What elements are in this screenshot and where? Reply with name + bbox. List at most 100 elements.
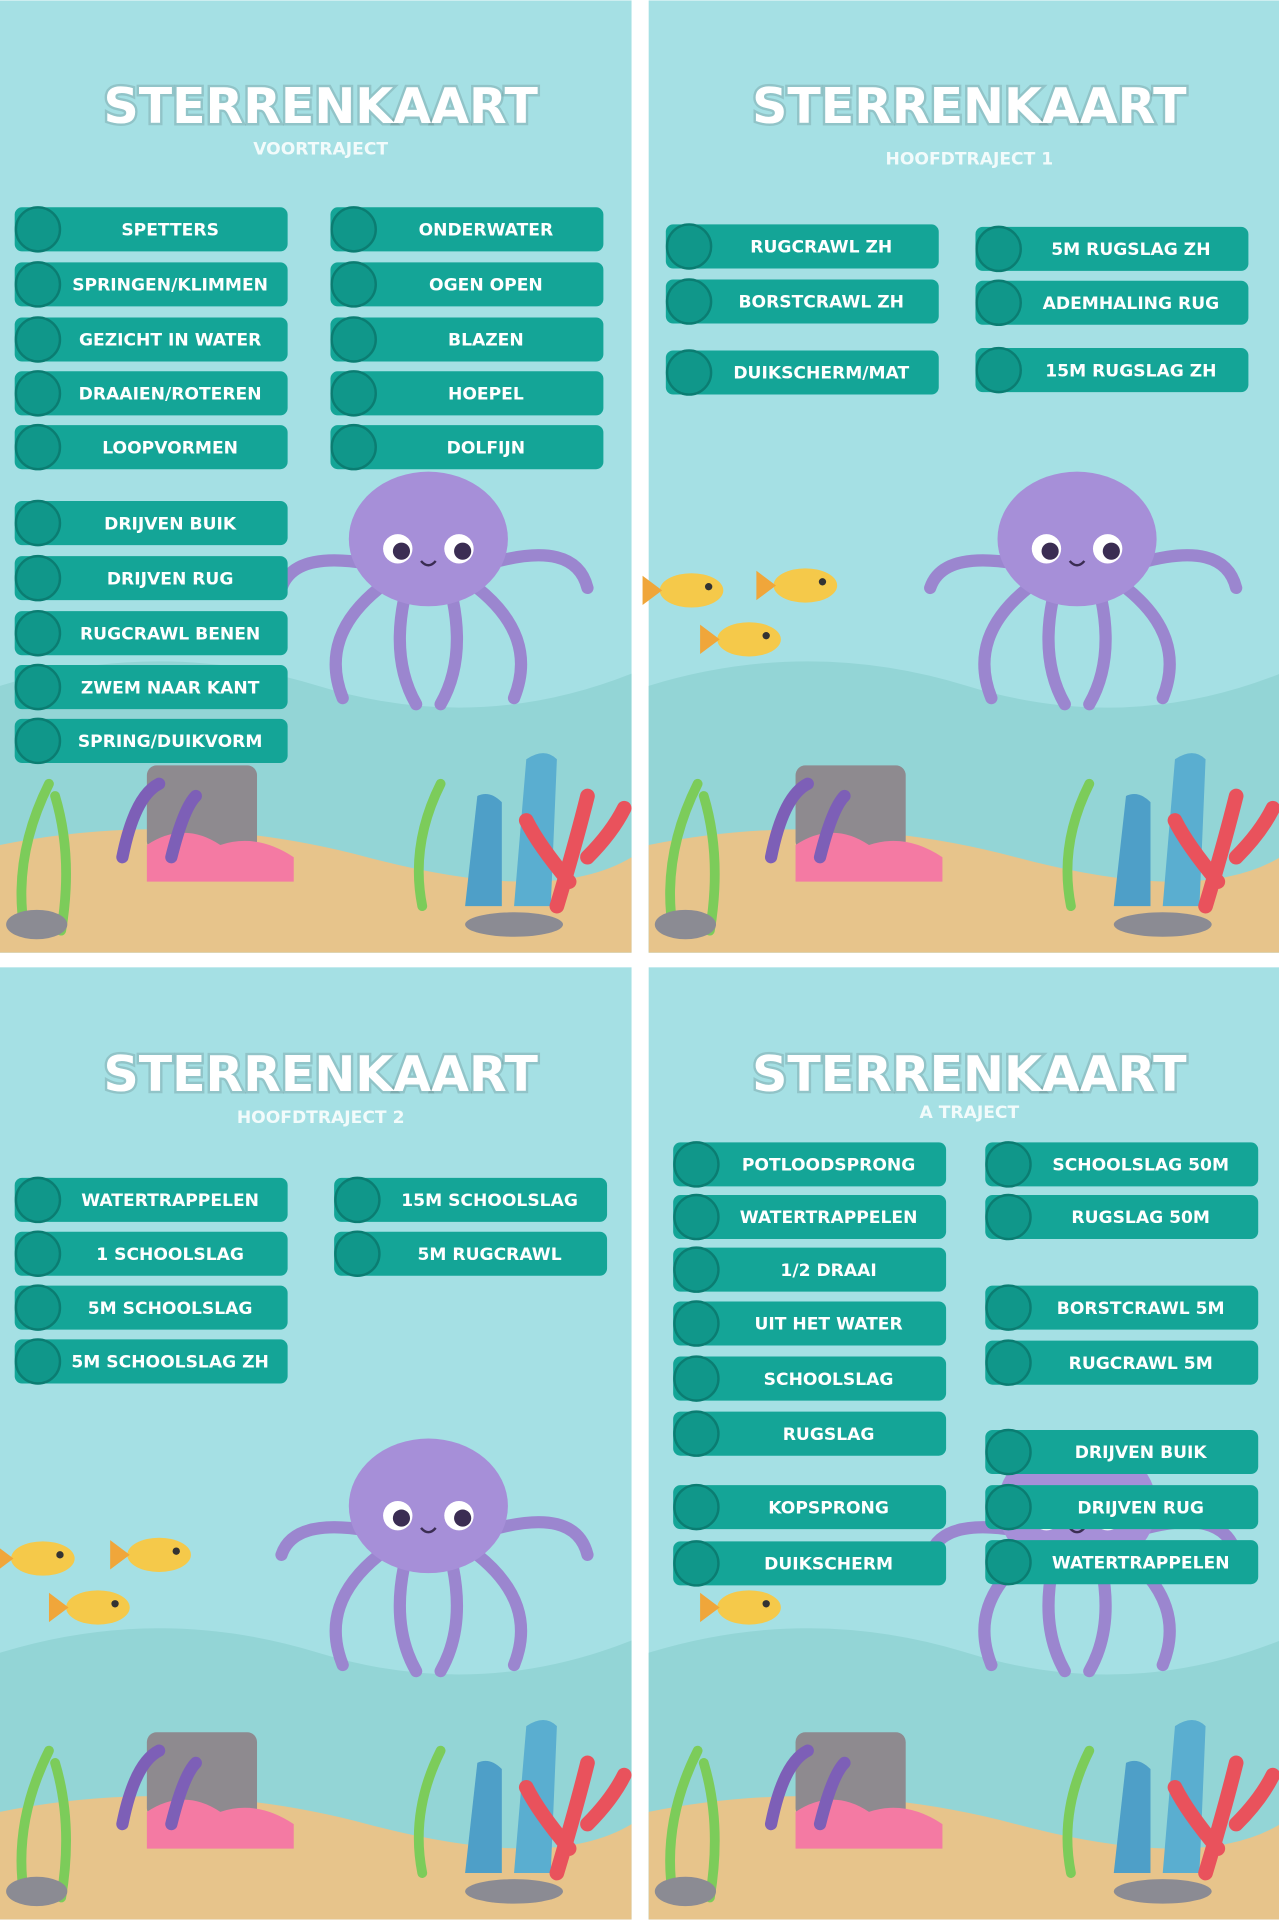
skill-item: DRAAIEN/ROTEREN — [14, 370, 288, 417]
skill-item: DRIJVEN RUG — [985, 1483, 1259, 1531]
skill-checkbox — [14, 1338, 62, 1385]
skill-item: DRIJVEN BUIK — [14, 499, 288, 547]
skill-item: ADEMHALING RUG — [975, 279, 1249, 327]
skill-label: DRIJVEN BUIK — [104, 514, 237, 534]
skill-checkbox — [985, 1428, 1032, 1476]
skill-label: WATERTRAPPELEN — [740, 1208, 918, 1228]
skill-label: UIT HET WATER — [754, 1315, 902, 1335]
skill-pill — [673, 1301, 947, 1346]
skill-item: RUGCRAWL BENEN — [14, 609, 288, 657]
skill-item: GEZICHT IN WATER — [14, 316, 288, 363]
skill-checkbox — [673, 1483, 720, 1531]
card-subtitle: HOOFDTRAJECT 2 — [237, 1108, 405, 1128]
skill-label: ADEMHALING RUG — [1043, 294, 1220, 314]
skill-checkbox — [14, 1230, 62, 1277]
skill-pill — [975, 280, 1249, 325]
skill-item: POTLOODSPRONG — [673, 1141, 947, 1188]
skill-pill — [14, 1339, 288, 1384]
skill-pill — [14, 425, 288, 470]
skill-checkbox — [665, 278, 713, 325]
skill-checkbox — [330, 423, 377, 471]
card-title: STERRENKAART — [103, 1046, 538, 1103]
skill-pill — [985, 1485, 1259, 1530]
skill-checkbox — [330, 370, 377, 417]
skill-checkbox — [665, 349, 713, 396]
card-title: STERRENKAART — [752, 78, 1187, 135]
skill-item: DRIJVEN RUG — [14, 554, 288, 602]
skill-item: DUIKSCHERM — [673, 1540, 947, 1587]
skill-checkbox — [673, 1410, 720, 1457]
cards: STERRENKAART VOORTRAJECT SPETTERS SPRINGEN/… — [14, 75, 1259, 1587]
skill-label: DRIJVEN BUIK — [1075, 1443, 1208, 1463]
skill-checkbox — [14, 1284, 62, 1331]
skill-checkbox — [985, 1339, 1032, 1386]
skill-item: BORSTCRAWL ZH — [665, 278, 939, 325]
card: STERRENKAART HOOFDTRAJECT 2 WATERTRAPPELEN… — [14, 1044, 608, 1385]
skill-label: DRIJVEN RUG — [1077, 1498, 1204, 1518]
skill-label: WATERTRAPPELEN — [81, 1191, 259, 1211]
skill-pill — [673, 1247, 947, 1292]
skill-label: RUGCRAWL BENEN — [80, 624, 260, 644]
skill-pill — [985, 1340, 1259, 1385]
skill-pill — [14, 1231, 288, 1276]
skill-label: 1 SCHOOLSLAG — [96, 1245, 244, 1265]
skill-item: RUGCRAWL 5M — [985, 1339, 1259, 1386]
card-title: STERRENKAART — [752, 1046, 1187, 1103]
skill-label: DUIKSCHERM/MAT — [733, 364, 909, 384]
skill-checkbox — [330, 316, 377, 363]
skill-item: SPETTERS — [14, 206, 288, 253]
skill-label: SPRINGEN/KLIMMEN — [72, 276, 268, 296]
skill-pill — [14, 262, 288, 307]
skill-pill — [14, 207, 288, 252]
skill-item: SCHOOLSLAG — [673, 1355, 947, 1402]
skill-item: 5M RUGCRAWL — [334, 1230, 608, 1277]
skill-checkbox — [14, 261, 62, 308]
skill-label: DRAAIEN/ROTEREN — [79, 385, 262, 405]
skill-pill — [334, 1177, 608, 1222]
card-content: STERRENKAART HOOFDTRAJECT 2 WATERTRAPPELEN… — [14, 1044, 608, 1385]
skill-pill — [673, 1411, 947, 1456]
skill-label: KOPSPRONG — [768, 1498, 889, 1518]
skill-checkbox — [334, 1176, 381, 1224]
card-subtitle: HOOFDTRAJECT 1 — [886, 149, 1054, 169]
skill-label: RUGSLAG 50M — [1071, 1208, 1210, 1228]
skill-label: DOLFIJN — [447, 438, 525, 458]
skill-item: SCHOOLSLAG 50M — [985, 1141, 1259, 1188]
skill-item: DUIKSCHERM/MAT — [665, 349, 939, 396]
skill-pill — [14, 1177, 288, 1222]
skill-label: BLAZEN — [448, 331, 524, 351]
skill-label: SPRING/DUIKVORM — [78, 732, 263, 752]
skill-label: SCHOOLSLAG — [764, 1370, 894, 1390]
skill-item: ZWEM NAAR KANT — [14, 663, 288, 711]
skill-label: WATERTRAPPELEN — [1052, 1553, 1230, 1573]
skill-checkbox — [673, 1246, 720, 1293]
skill-checkbox — [14, 554, 62, 602]
skill-pill — [330, 371, 604, 416]
skill-label: BORSTCRAWL ZH — [738, 293, 904, 313]
skill-item: HOEPEL — [330, 370, 604, 417]
skill-label: RUGSLAG — [783, 1425, 875, 1445]
skill-pill — [330, 262, 604, 307]
skill-item: WATERTRAPPELEN — [14, 1176, 288, 1224]
card-content: STERRENKAART VOORTRAJECT SPETTERS SPRINGEN/… — [14, 75, 604, 765]
skill-label: ONDERWATER — [419, 221, 554, 241]
skill-item: 1 SCHOOLSLAG — [14, 1230, 288, 1277]
skill-item: BLAZEN — [330, 316, 604, 363]
skill-checkbox — [673, 1300, 720, 1347]
skill-item: DRIJVEN BUIK — [985, 1428, 1259, 1476]
skill-label: 1/2 DRAAI — [780, 1261, 876, 1281]
skill-item: 15M SCHOOLSLAG — [334, 1176, 608, 1224]
skill-pill — [673, 1194, 947, 1240]
skill-pill — [14, 718, 288, 763]
skill-label: 15M SCHOOLSLAG — [401, 1191, 578, 1211]
skill-label: OGEN OPEN — [429, 276, 543, 296]
skill-label: BORSTCRAWL 5M — [1057, 1299, 1225, 1319]
skill-item: SPRING/DUIKVORM — [14, 717, 288, 765]
skill-label: 15M RUGSLAG ZH — [1045, 361, 1216, 381]
skill-checkbox — [985, 1193, 1032, 1241]
skill-checkbox — [665, 223, 713, 270]
skill-item: DOLFIJN — [330, 423, 604, 471]
skill-pill — [975, 348, 1249, 393]
